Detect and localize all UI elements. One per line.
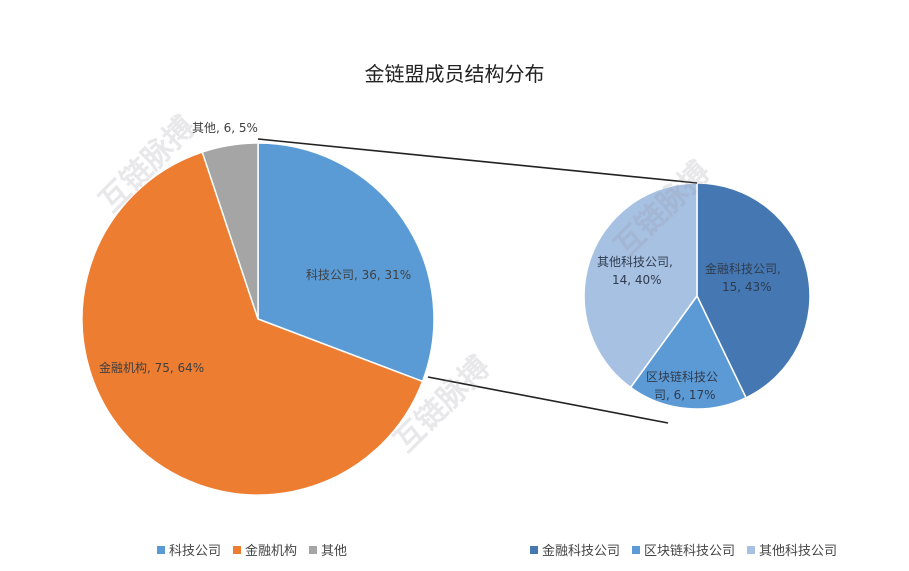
data-label-other: 其他, 6, 5% (192, 121, 258, 135)
main-legend: 科技公司 金融机构 其他 (157, 540, 353, 559)
legend-label: 其他科技公司 (759, 540, 837, 559)
data-label-fintech-line2: 15, 43% (722, 280, 772, 294)
data-label-othertech-line2: 14, 40% (612, 273, 662, 287)
legend-swatch-other (309, 546, 317, 554)
legend-label: 其他 (321, 540, 347, 559)
data-label-fintech-line1: 金融科技公司, (705, 261, 781, 276)
legend-label: 金融机构 (245, 540, 297, 559)
legend-item: 区块链科技公司 (632, 540, 735, 559)
legend-item: 其他科技公司 (747, 540, 837, 559)
legend-swatch-blockchain (632, 546, 640, 554)
data-label-blockchain-line2: 司, 6, 17% (654, 388, 716, 402)
legend-label: 区块链科技公司 (644, 540, 735, 559)
data-label-blockchain-line1: 区块链科技公 (646, 369, 718, 384)
legend-swatch-fintech (530, 546, 538, 554)
main-pie (82, 143, 434, 495)
legend-label: 金融科技公司 (542, 540, 620, 559)
legend-label: 科技公司 (169, 540, 221, 559)
data-label-finance: 金融机构, 75, 64% (99, 360, 204, 375)
legend-item: 金融科技公司 (530, 540, 620, 559)
legend-swatch-othertech (747, 546, 755, 554)
legend-swatch-finance (233, 546, 241, 554)
sub-legend: 金融科技公司 区块链科技公司 其他科技公司 (530, 540, 843, 559)
legend-item: 其他 (309, 540, 347, 559)
legend-item: 科技公司 (157, 540, 221, 559)
legend-item: 金融机构 (233, 540, 297, 559)
data-label-tech: 科技公司, 36, 31% (306, 268, 411, 282)
legend-swatch-tech (157, 546, 165, 554)
data-label-othertech-line1: 其他科技公司, (597, 255, 673, 269)
